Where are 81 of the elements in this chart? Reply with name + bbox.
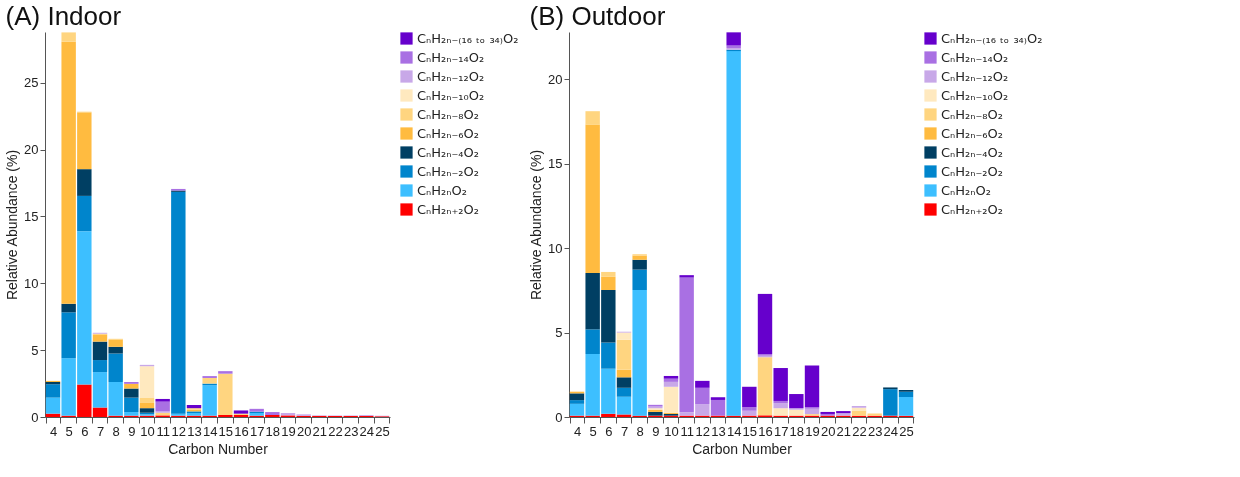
x-tick-label: 14 (202, 423, 218, 439)
x-tick-label: 10 (140, 423, 155, 439)
legend-label: CₙH₂ₙ₋₁₄O₂ (417, 49, 485, 65)
x-tick-label: 24 (883, 423, 899, 439)
x-tick-label: 4 (573, 423, 582, 439)
x-tick-label: 9 (128, 423, 136, 439)
x-tick-label: 15 (742, 423, 758, 439)
x-tick-label: 17 (249, 423, 265, 439)
x-tick-label: 9 (652, 423, 660, 439)
x-tick-label: 22 (328, 423, 343, 439)
x-tick-label: 16 (758, 423, 773, 439)
x-tick-label: 21 (312, 423, 328, 439)
y-tick-label: 10 (548, 240, 563, 256)
x-tick-label: 12 (171, 423, 187, 439)
y-tick-label: 5 (555, 325, 563, 341)
x-tick-label: 18 (265, 423, 281, 439)
x-tick-label: 25 (375, 423, 390, 439)
x-tick-label: 23 (867, 423, 883, 439)
legend-label: CₙH₂ₙ₋₆O₂ (417, 125, 479, 141)
x-tick-label: 11 (680, 423, 694, 439)
legend-label: CₙH₂ₙ₋₁₂O₂ (417, 68, 485, 84)
legend-label: CₙH₂ₙ₋₄O₂ (941, 144, 1003, 160)
y-tick-label: 10 (24, 275, 39, 291)
y-axis-title: Relative Abundance (%) (528, 149, 545, 301)
y-tick-label: 5 (31, 342, 39, 358)
legend-label: CₙH₂ₙ₋₂O₂ (941, 163, 1003, 179)
legend-label: CₙH₂ₙ₋₈O₂ (417, 106, 479, 122)
x-tick-label: 21 (836, 423, 852, 439)
x-tick-label: 19 (281, 423, 296, 439)
x-tick-label: 6 (81, 423, 89, 439)
legend-label: CₙH₂ₙO₂ (941, 182, 991, 198)
x-tick-label: 17 (773, 423, 789, 439)
x-tick-label: 18 (789, 423, 805, 439)
x-tick-label: 8 (112, 423, 120, 439)
x-tick-label: 13 (711, 423, 726, 439)
x-tick-label: 14 (726, 423, 742, 439)
legend-label: CₙH₂ₙO₂ (417, 182, 467, 198)
legend-label: CₙH₂ₙ₋₂O₂ (417, 163, 479, 179)
x-tick-label: 6 (605, 423, 613, 439)
x-tick-label: 20 (296, 423, 312, 439)
y-tick-label: 25 (24, 75, 39, 91)
x-tick-label: 23 (343, 423, 359, 439)
x-axis-title: Carbon Number (168, 440, 269, 457)
y-tick-label: 15 (24, 208, 39, 224)
x-tick-label: 16 (234, 423, 249, 439)
x-tick-label: 22 (852, 423, 867, 439)
x-tick-label: 11 (156, 423, 170, 439)
x-axis-title: Carbon Number (692, 440, 793, 457)
x-tick-label: 12 (695, 423, 711, 439)
x-tick-label: 5 (65, 423, 73, 439)
legend-label: CₙH₂ₙ₊₂O₂ (941, 201, 1003, 217)
x-tick-label: 8 (636, 423, 644, 439)
y-tick-label: 20 (548, 71, 563, 87)
y-tick-label: 20 (24, 142, 39, 158)
chart-title: (A) Indoor (5, 1, 122, 31)
x-tick-label: 7 (620, 423, 629, 439)
x-tick-label: 10 (664, 423, 679, 439)
x-tick-label: 4 (49, 423, 58, 439)
legend-label: CₙH₂ₙ₋₁₀O₂ (941, 87, 1009, 103)
legend-label: CₙH₂ₙ₋₍₁₆ ₜₒ ₃₄₎O₂ (417, 30, 519, 46)
y-tick-label: 15 (548, 156, 563, 172)
x-tick-label: 15 (218, 423, 234, 439)
x-tick-label: 25 (899, 423, 914, 439)
x-tick-label: 19 (805, 423, 820, 439)
x-tick-label: 5 (589, 423, 597, 439)
legend-label: CₙH₂ₙ₋₁₄O₂ (941, 49, 1009, 65)
x-tick-label: 7 (96, 423, 105, 439)
x-tick-label: 13 (187, 423, 202, 439)
y-axis-title: Relative Abundance (%) (4, 149, 21, 301)
legend-label: CₙH₂ₙ₋₈O₂ (941, 106, 1003, 122)
x-tick-label: 20 (820, 423, 836, 439)
legend-label: CₙH₂ₙ₋₆O₂ (941, 125, 1003, 141)
legend-label: CₙH₂ₙ₋₄O₂ (417, 144, 479, 160)
legend-label: CₙH₂ₙ₋₁₀O₂ (417, 87, 485, 103)
legend-label: CₙH₂ₙ₊₂O₂ (417, 201, 479, 217)
legend-label: CₙH₂ₙ₋₁₂O₂ (941, 68, 1009, 84)
legend-label: CₙH₂ₙ₋₍₁₆ ₜₒ ₃₄₎O₂ (941, 30, 1043, 46)
chart-title: (B) Outdoor (529, 1, 666, 31)
y-tick-label: 0 (555, 409, 563, 425)
x-tick-label: 24 (359, 423, 375, 439)
y-tick-label: 0 (31, 409, 39, 425)
